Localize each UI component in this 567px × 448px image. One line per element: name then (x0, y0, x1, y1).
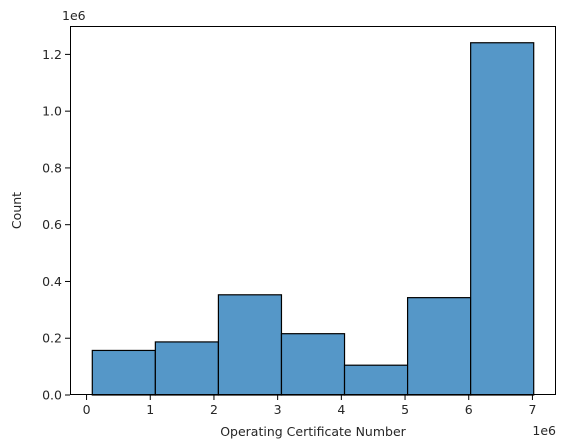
y-tick-label: 1.0 (42, 104, 62, 119)
y-axis-label: Count (9, 192, 24, 229)
histogram-bar (406, 297, 472, 396)
x-tick-label: 7 (528, 402, 536, 417)
histogram-bar (154, 341, 220, 396)
x-tick-label: 1 (146, 402, 154, 417)
x-tick-label: 3 (274, 402, 282, 417)
x-tick-label: 4 (337, 402, 345, 417)
histogram-bar (217, 294, 283, 396)
x-tick-label: 5 (401, 402, 409, 417)
y-tick-label: 0.2 (42, 331, 62, 346)
x-tick-label: 0 (83, 402, 91, 417)
x-axis-offset-label: 1e6 (532, 423, 556, 438)
x-axis-label: Operating Certificate Number (220, 424, 406, 439)
y-axis-ticks: 0.0 0.2 0.4 0.6 0.8 1.0 1.2 (42, 47, 70, 403)
y-tick-label: 0.0 (42, 388, 62, 403)
histogram-bar (343, 364, 409, 396)
y-tick-label: 0.8 (42, 160, 62, 175)
x-axis-ticks: 0 1 2 3 4 5 6 7 (83, 395, 536, 417)
x-tick-label: 2 (210, 402, 218, 417)
bars-group (91, 42, 535, 396)
histogram-bar (470, 42, 535, 396)
histogram-bar (280, 333, 346, 396)
plot-frame (70, 26, 556, 395)
histogram-bar (91, 349, 156, 396)
y-tick-label: 0.6 (42, 217, 62, 232)
y-axis-offset-label: 1e6 (62, 8, 86, 23)
y-tick-label: 0.4 (42, 274, 62, 289)
x-tick-label: 6 (465, 402, 473, 417)
y-tick-label: 1.2 (42, 47, 62, 62)
